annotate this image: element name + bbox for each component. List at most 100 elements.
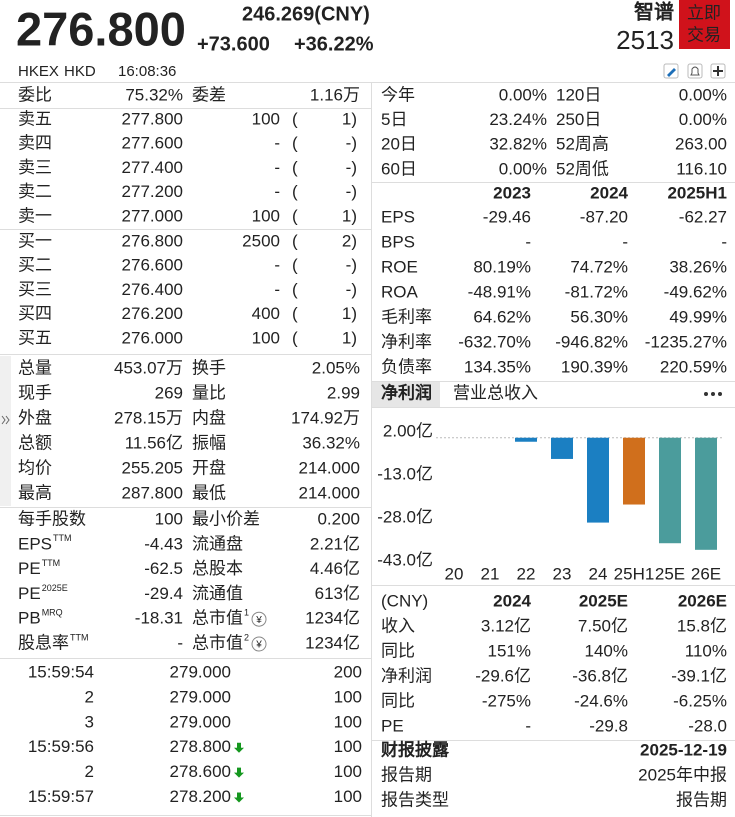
cell: -29.6亿 — [475, 666, 531, 685]
cell: 3 — [85, 712, 94, 731]
cell: 同比 — [381, 641, 415, 660]
cell-superscript: 2025E — [42, 583, 68, 593]
cell: 2 — [85, 687, 94, 706]
x-tick-label: 20 — [445, 564, 464, 583]
cell: ( — [292, 182, 298, 201]
cell: 买五 — [18, 328, 52, 347]
more-icon[interactable] — [704, 392, 722, 396]
cell-superscript: TTM — [53, 533, 72, 543]
currency-icon — [251, 611, 267, 627]
cell: 最低 — [192, 483, 226, 502]
cell-superscript: MRQ — [42, 608, 63, 618]
cell: 277.800 — [122, 109, 183, 128]
cell: - — [274, 158, 280, 177]
cell: ROE — [381, 257, 418, 276]
cell: 15.8亿 — [677, 616, 727, 635]
cell: 277.000 — [122, 206, 183, 225]
cell: 0.00% — [679, 110, 727, 129]
cell: -28.0 — [688, 716, 727, 735]
trade-button[interactable] — [679, 0, 730, 49]
edit-icon[interactable] — [663, 63, 679, 79]
alert-icon[interactable] — [687, 63, 703, 79]
cell: 今年 — [381, 85, 415, 104]
cell: 38.26% — [669, 257, 727, 276]
cell: -) — [346, 280, 357, 299]
pct-change: +36.22% — [294, 33, 374, 55]
cell: 100 — [155, 509, 183, 528]
y-tick-label: -28.0亿 — [377, 507, 433, 526]
ref-price: 246.269(CNY) — [242, 3, 370, 25]
cell: -48.91% — [468, 282, 531, 301]
cell: ( — [292, 280, 298, 299]
add-icon[interactable] — [710, 63, 726, 79]
cell: 263.00 — [675, 135, 727, 154]
cell: 277.600 — [122, 134, 183, 153]
cell: -39.1亿 — [671, 666, 727, 685]
trade-button-label[interactable]: 立即 — [687, 3, 721, 22]
side-tab[interactable] — [0, 356, 11, 506]
cell: 报告类型 — [381, 790, 449, 809]
cell: 2 — [85, 762, 94, 781]
cell: 3.12亿 — [481, 616, 531, 635]
cell: 80.19% — [473, 257, 531, 276]
stock-code: 2513 — [616, 25, 674, 55]
trade-button-label[interactable]: 交易 — [687, 25, 721, 44]
cell: 卖二 — [18, 182, 52, 201]
cell: -) — [346, 182, 357, 201]
bar — [515, 437, 537, 442]
currency-symbol: ¥ — [255, 640, 262, 651]
y-tick-label: 2.00亿 — [383, 421, 433, 440]
chart-tab[interactable]: 营业总收入 — [453, 383, 538, 402]
cell: -29.8 — [589, 716, 628, 735]
cell: 委差 — [192, 85, 226, 104]
cell-label: 总市值 — [192, 633, 243, 652]
bar — [551, 437, 573, 459]
cell: 11.56亿 — [125, 433, 183, 452]
cell-label: 股息率 — [18, 633, 69, 652]
cell: 总股本 — [192, 559, 243, 578]
y-tick-label: -43.0亿 — [377, 550, 433, 569]
currency-icon — [251, 636, 267, 652]
cell: 换手 — [192, 358, 226, 377]
cell: -29.4 — [144, 584, 183, 603]
cell: ( — [292, 134, 298, 153]
cell: - — [525, 716, 531, 735]
cell: 100 — [252, 109, 280, 128]
cell: PE — [381, 716, 404, 735]
down-arrow — [234, 767, 244, 778]
cell: 5日 — [381, 110, 407, 129]
cell: 214.000 — [299, 483, 360, 502]
cell: 最小价差 — [192, 509, 260, 528]
bar — [623, 437, 645, 505]
dot — [704, 392, 708, 396]
cell: 1) — [342, 109, 357, 128]
cell: 220.59% — [660, 357, 727, 376]
cell: 255.205 — [122, 458, 183, 477]
chart-tab[interactable]: 净利润 — [381, 382, 432, 402]
cell: ( — [292, 158, 298, 177]
cell-label: PE — [18, 559, 41, 578]
cell-superscript: TTM — [70, 632, 89, 642]
cell: 52周低 — [556, 159, 609, 178]
cell: 买一 — [18, 231, 52, 250]
cell-label: PE — [18, 584, 41, 603]
forecast-header: 2024 — [493, 591, 531, 610]
cell: ROA — [381, 282, 419, 301]
cell: 7.50亿 — [578, 616, 628, 635]
cell-label: PB — [18, 609, 41, 628]
cell: 2.05% — [312, 358, 360, 377]
cell: 1) — [342, 206, 357, 225]
down-arrow — [234, 742, 244, 753]
active-tab-bg — [372, 381, 440, 407]
cell: 277.400 — [122, 158, 183, 177]
cell: 116.10 — [676, 159, 727, 178]
cell: 279.000 — [170, 662, 231, 681]
cell: 100 — [334, 712, 362, 731]
cell: 净利润 — [381, 666, 432, 685]
cell: 15:59:57 — [28, 787, 94, 806]
cell: 总量 — [18, 358, 52, 377]
cell: 负债率 — [381, 357, 432, 376]
cell-superscript: 1 — [244, 608, 249, 618]
bar — [695, 437, 717, 550]
